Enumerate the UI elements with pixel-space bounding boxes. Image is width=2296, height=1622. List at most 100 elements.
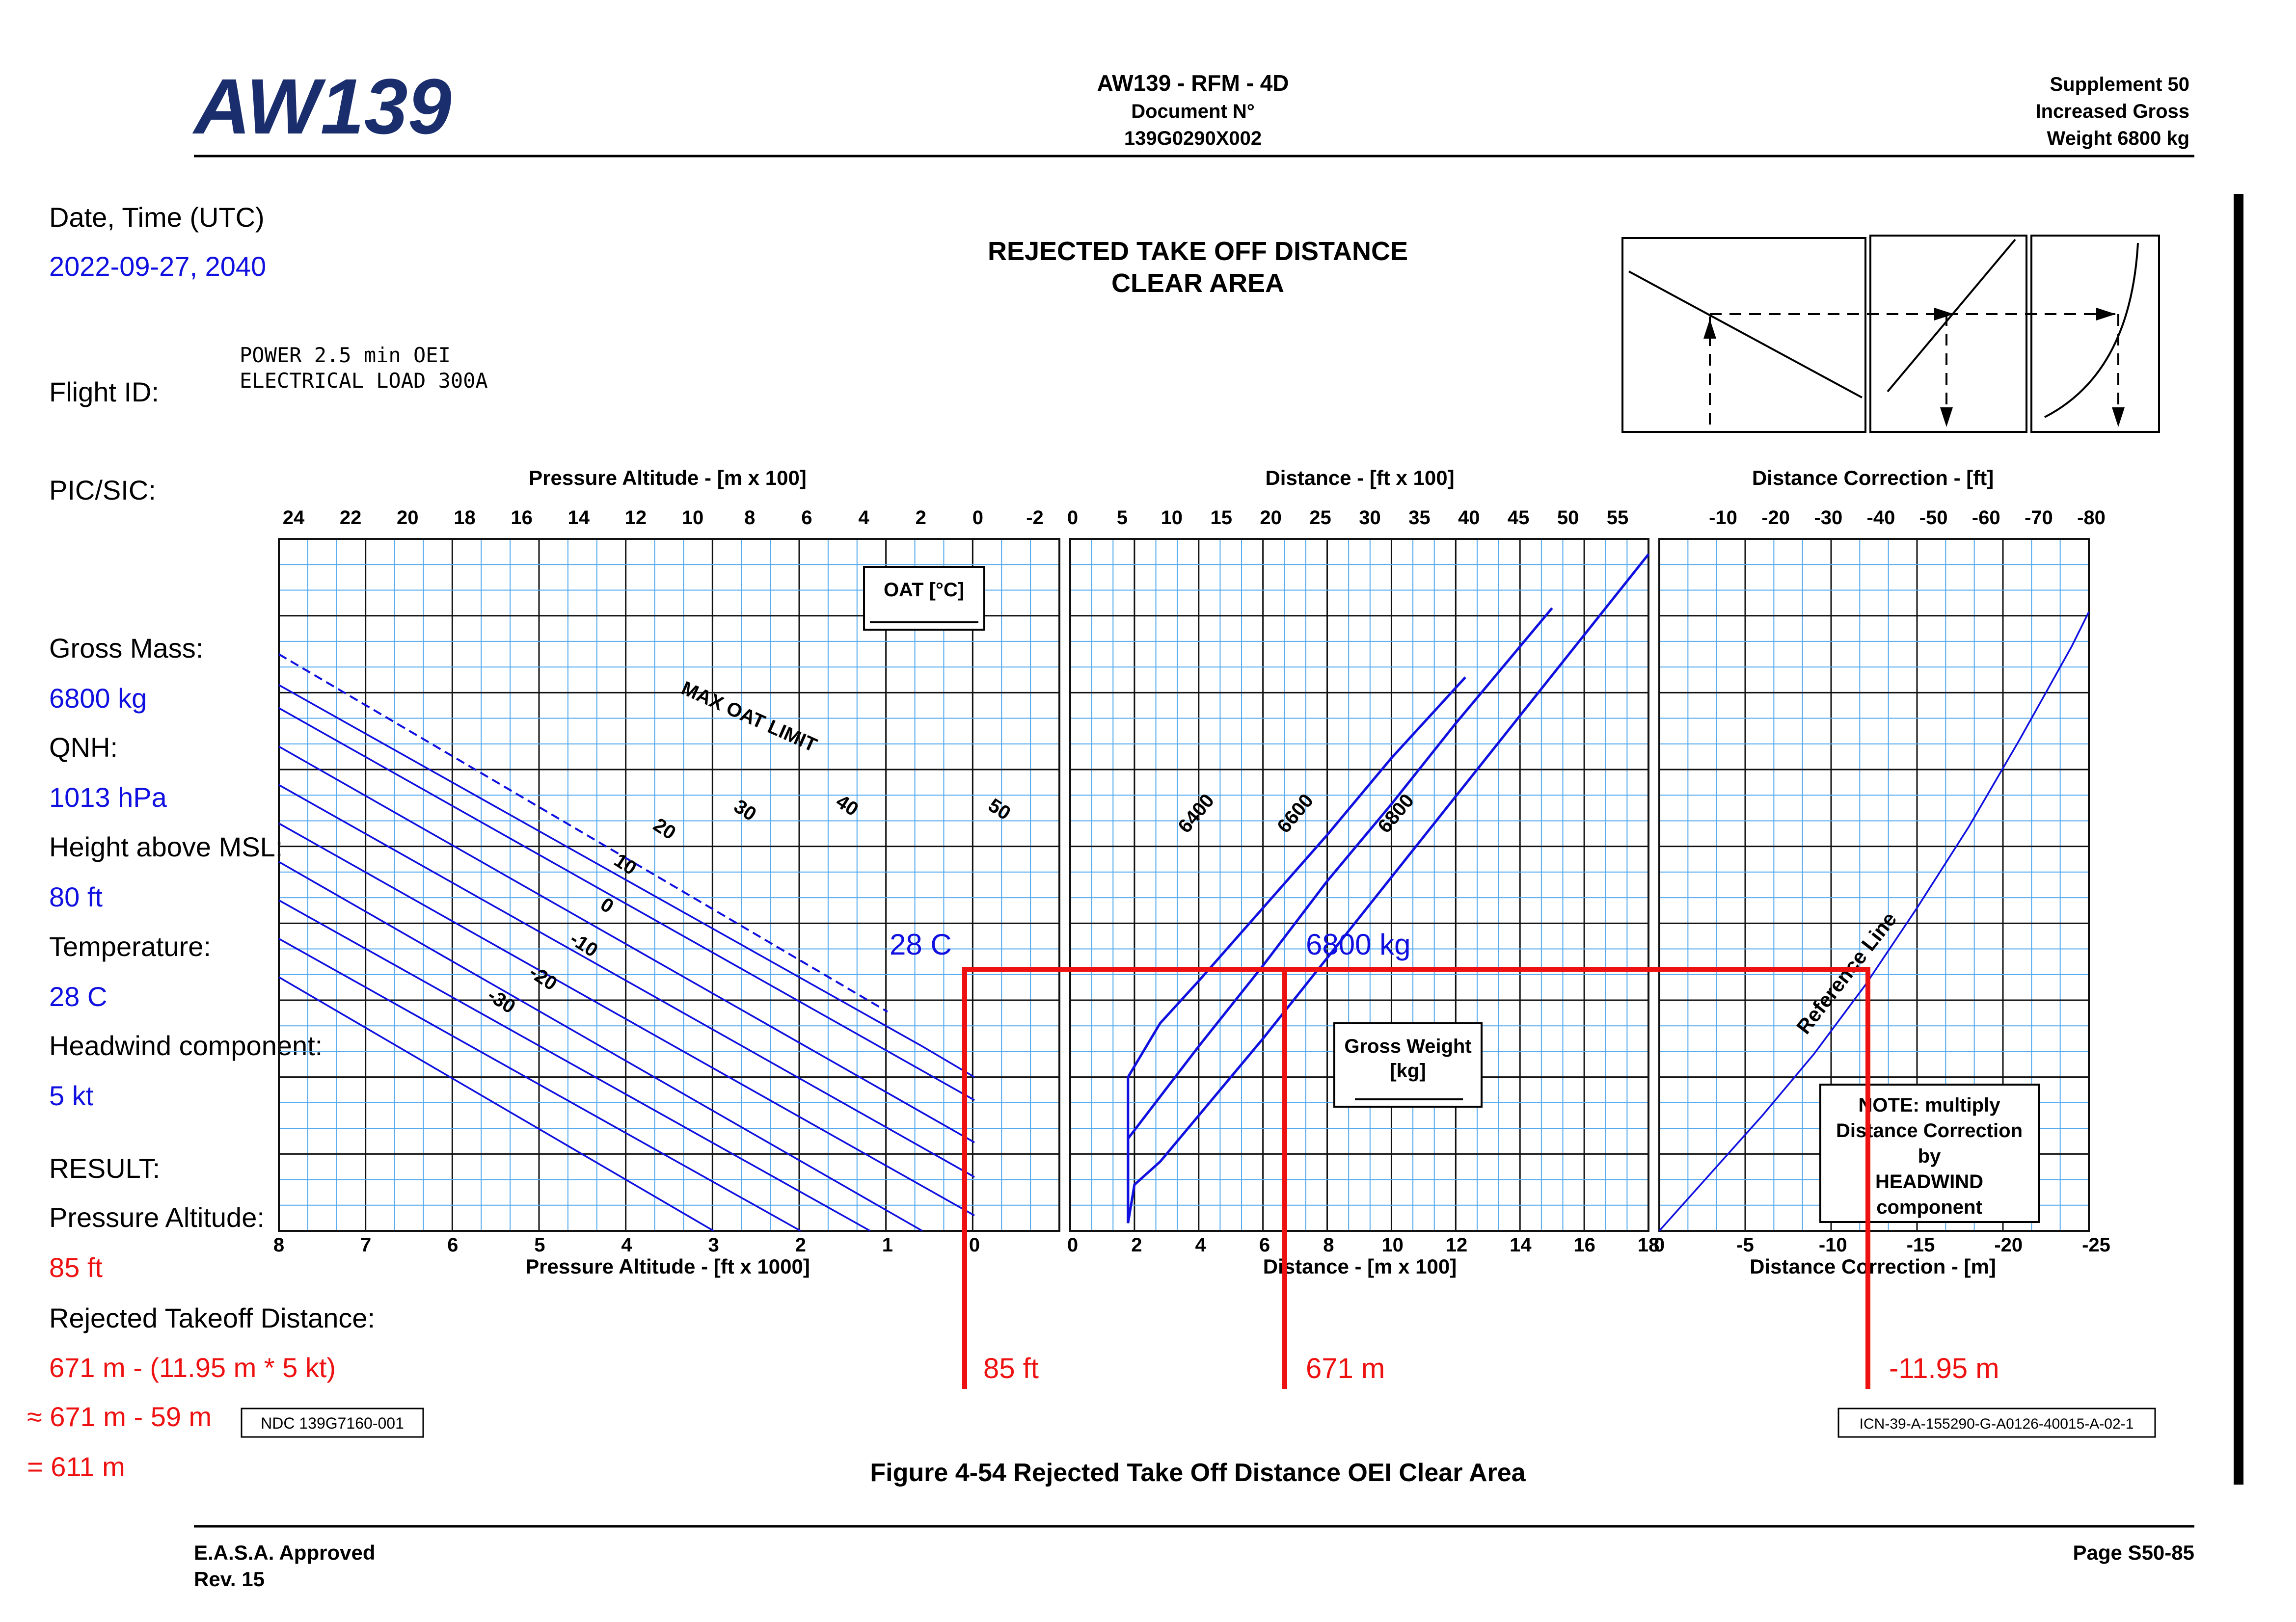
p1-bottom-axis-title: Pressure Altitude - [ft x 1000] [525,1255,810,1278]
p2-top-tick-label: 0 [1067,507,1078,529]
p3-bottom-axis-title: Distance Correction - [m] [1750,1255,1996,1278]
p1-top-tick-label: 12 [625,507,647,529]
p2-top-tick-label: 40 [1458,507,1480,529]
p1-top-tick-label: 10 [682,507,704,529]
curve-10 [278,823,975,1217]
p1-top-tick-label: 0 [972,507,983,529]
p3-top-tick-label: -60 [1972,507,2000,529]
date-value: 2022-09-27, 2040 [49,251,266,282]
p2-top-tick-label: 25 [1309,507,1331,529]
legend-arrowhead-right-2 [2096,308,2116,320]
calc-line2: ≈ 671 m - 59 m [27,1401,212,1432]
p2-top-tick-label: 30 [1359,507,1381,529]
p2-bottom-tick-label: 4 [1195,1234,1207,1256]
p3-bottom-tick-label: -15 [1907,1234,1935,1256]
oat-label-box: OAT [°C] [863,566,985,631]
headwind-note-box: NOTE: multiply Distance Correction by HE… [1819,1084,2040,1223]
result-correction: -11.95 m [1889,1353,1999,1384]
qnh-value: 1013 hPa [49,782,167,813]
procedure-legend [1621,235,2160,433]
panel-border [1658,538,2090,1232]
legend-box-2 [1869,235,2027,433]
header-right-line2: Increased Gross [2036,101,2190,122]
legend-arrows [1709,313,2119,425]
p1-top-tick-label: 2 [916,507,926,529]
p1-top-tick-label: 20 [397,507,419,529]
height-label: Height above MSL: [49,831,283,862]
p1-bottom-tick-label: 5 [534,1234,545,1256]
gw-box-line2: [kg] [1390,1060,1426,1082]
temperature-label: Temperature: [49,931,211,962]
p2-bottom-tick-label: 8 [1323,1234,1334,1256]
tick-labels: 24 22 20 18 16 14 12 10 8 6 4 2 0 -28 7 6 5 4 3 2 1 00 5 10 15 20… [273,507,2110,1256]
curve-0 [278,861,923,1232]
p3-top-tick-label: -10 [1709,507,1737,529]
p2-bottom-tick-label: 18 [1638,1234,1660,1256]
gross-weight-curve-label: 6800 [1374,790,1418,837]
p3-bottom-tick-label: 0 [1654,1234,1665,1256]
legend-line-2 [1887,239,2016,393]
header-right-line1: Supplement 50 [2050,74,2189,95]
p2-top-tick-label: 35 [1408,507,1431,529]
date-label: Date, Time (UTC) [49,202,265,233]
gross-mass-label: Gross Mass: [49,633,203,664]
p2-bottom-tick-label: 16 [1573,1234,1595,1256]
header-center-line3: 139G0290X002 [1124,128,1262,149]
panel-distance-grid [1069,538,1649,1232]
curve--20 [278,938,801,1232]
p2-top-tick-label: 10 [1161,507,1183,529]
gross-mass-value: 6800 kg [49,683,147,714]
legend-arrowhead-down-2 [2112,407,2125,427]
legend-box-1 [1621,237,1866,433]
note-line3: by [1918,1145,1941,1167]
legend-line-1 [1628,270,1863,399]
annotation-oat: 28 C [890,928,952,961]
annotation-gross-weight: 6800 kg [1306,928,1411,961]
pressure-altitude-label: Pressure Altitude: [49,1202,265,1233]
oat-curve-label: 50 [984,795,1014,824]
calc-line1: 671 m - (11.95 m * 5 kt) [49,1352,336,1383]
p3-top-tick-label: -40 [1867,507,1895,529]
p2-top-tick-label: 15 [1210,507,1232,529]
headwind-label: Headwind component: [49,1030,323,1061]
curve-6600 [1127,607,1553,1223]
legend-arrowhead-down-1 [1940,407,1953,427]
result-label: RESULT: [49,1153,160,1184]
chart-title-line2: CLEAR AREA [1111,268,1284,298]
p1-bottom-tick-label: 6 [447,1234,458,1256]
legend-curve-3 [2044,242,2139,418]
p1-bottom-tick-label: 2 [795,1234,806,1256]
p2-top-tick-label: 5 [1117,507,1128,529]
pic-sic-label: PIC/SIC: [49,475,156,505]
p1-top-axis-title: Pressure Altitude - [m x 100] [529,466,807,489]
footer-left-line2: Rev. 15 [194,1568,265,1591]
legend-arrowhead-right-1 [1934,308,1954,320]
solution-path-main [962,967,1870,1389]
p2-top-axis-title: Distance - [ft x 100] [1265,466,1454,489]
panel-border [278,538,1060,1232]
gross-weight-curve-label: 6400 [1174,790,1218,837]
oat-box-label: OAT [°C] [884,579,964,601]
p1-bottom-tick-label: 7 [360,1234,371,1256]
curve-30 [278,745,975,1143]
p1-top-tick-label: 24 [283,507,305,529]
sidebar: Date, Time (UTC) 2022-09-27, 2040 Flight… [27,202,375,1482]
legend-arrowhead-up [1703,319,1716,339]
gross-weight-box: Gross Weight [kg] [1333,1022,1483,1108]
p3-bottom-tick-label: -10 [1819,1234,1847,1256]
p2-bottom-tick-label: 14 [1510,1234,1532,1256]
curve-max-oat-limit [278,653,888,1013]
ndc-label-box: NDC 139G7160-001 [241,1408,424,1438]
p1-bottom-tick-label: 0 [969,1234,980,1256]
curve-6800 [1127,553,1649,1223]
page-header: AW139 AW139 - RFM - 4D Document N° 139G0… [192,62,2194,158]
header-right-line3: Weight 6800 kg [2047,128,2189,149]
p2-bottom-axis-title: Distance - [m x 100] [1263,1255,1457,1278]
p2-top-tick-label: 45 [1508,507,1530,529]
panel-border [1069,538,1649,1232]
solution-path [962,967,1870,1389]
oat-curve-label: -30 [484,984,519,1018]
calc-line3: = 611 m [27,1451,125,1482]
oat-curve-label: 0 [596,894,618,918]
